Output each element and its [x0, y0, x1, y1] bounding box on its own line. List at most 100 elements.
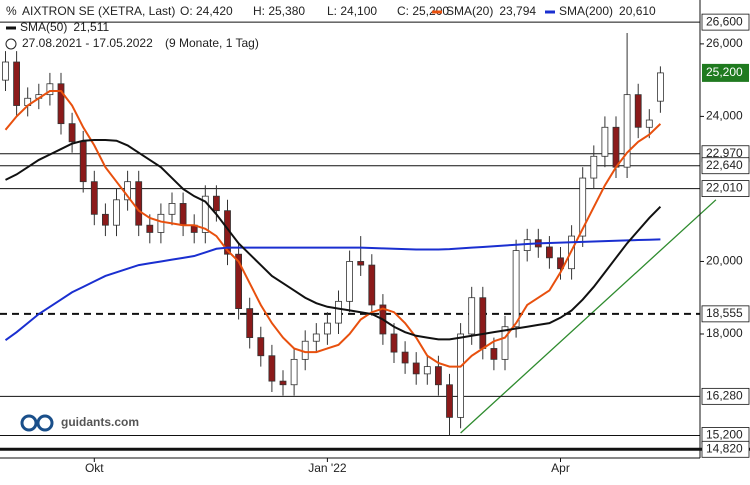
candle-body: [257, 337, 265, 357]
level-label-box: [701, 157, 750, 175]
candle-body: [335, 300, 342, 324]
ohlc-close: C: 25,200: [397, 4, 449, 18]
level-label: 15,200: [706, 428, 743, 442]
candle-body: [590, 155, 598, 179]
level-label-box: [701, 305, 750, 323]
source: guidants.com: [61, 415, 139, 429]
candle-body: [434, 366, 442, 386]
candle-body: [457, 333, 465, 418]
plot-area: [0, 21, 750, 451]
ohlc-low: L: 24,100: [327, 4, 377, 18]
candle-body: [601, 126, 609, 157]
level-label-box: [701, 440, 750, 458]
level-label: 16,280: [706, 389, 743, 403]
period-note: (9 Monate, 1 Tag): [165, 36, 259, 50]
candle-body: [546, 246, 553, 259]
candle-body: [557, 257, 564, 270]
level-label: 22,970: [706, 146, 743, 160]
price-label-box: [702, 63, 749, 82]
legend-value: 23,794: [499, 4, 536, 18]
candle-body: [390, 333, 398, 353]
logo-mark: [36, 414, 54, 432]
candle-body: [412, 362, 420, 375]
level-label-box: [701, 387, 750, 405]
candle-body: [279, 380, 287, 386]
candle-body: [157, 213, 165, 233]
candle-body: [634, 94, 642, 128]
y-tick-label: 20,000: [706, 254, 743, 268]
candle-body: [323, 322, 331, 335]
candle-body: [357, 261, 365, 266]
logo: guidants.com: [20, 414, 139, 432]
clock-icon: [5, 38, 17, 50]
candle-body: [79, 141, 87, 183]
candle-body: [57, 83, 65, 125]
level-label: 22,010: [706, 181, 743, 195]
candle-body: [468, 297, 476, 335]
candle-body: [113, 199, 120, 226]
y-tick-label: 18,000: [706, 326, 743, 340]
legend-value: 21,511: [73, 20, 109, 34]
candle-body: [312, 333, 320, 342]
y-tick-label: 26,000: [706, 36, 743, 50]
candle-body: [235, 253, 243, 309]
legend-label: SMA(200): [559, 4, 613, 18]
legend-label: SMA(20): [446, 4, 493, 18]
header: % AIXTRON SE (XETRA, Last) O: 24,420 H: …: [5, 4, 656, 50]
candle-body: [623, 94, 631, 168]
x-tick-label: Jan '22: [308, 461, 347, 475]
candle-body: [423, 366, 431, 375]
candle-body: [90, 181, 98, 215]
y-tick-label: 24,000: [706, 109, 743, 123]
ohlc-open: O: 24,420: [180, 4, 233, 18]
level-label-box: [701, 13, 750, 31]
candle-body: [246, 308, 254, 339]
candle-body: [501, 326, 509, 360]
candle-body: [290, 358, 298, 386]
candle-body: [301, 340, 309, 360]
level-label: 22,640: [706, 158, 743, 172]
candle-body: [512, 250, 520, 328]
candle-body: [146, 224, 154, 233]
sma-line: [5, 138, 662, 341]
candle-body: [612, 126, 620, 168]
ohlc-high: H: 25,380: [253, 4, 305, 18]
candle-body: [46, 83, 54, 96]
candle-body: [268, 355, 276, 382]
x-tick-label: Okt: [85, 461, 104, 475]
candle-body: [645, 119, 653, 128]
legend-label: SMA(50): [20, 20, 67, 34]
level-label: 14,820: [706, 441, 743, 455]
candle-body: [401, 351, 409, 364]
candle-body: [579, 177, 587, 237]
candle-body: [490, 348, 498, 360]
candle-body: [346, 261, 354, 302]
x-tick-label: Apr: [551, 461, 570, 475]
candle-body: [13, 61, 21, 106]
period: 27.08.2021 - 17.05.2022: [22, 36, 153, 50]
candle-body: [212, 195, 220, 212]
icon: %: [6, 4, 17, 18]
level-label: 26,600: [706, 14, 743, 28]
sma-line: [4, 90, 662, 368]
candle-body: [657, 72, 664, 102]
candle-body: [2, 61, 9, 81]
candle-body: [68, 123, 76, 143]
price-label: 25,200: [706, 65, 743, 79]
level-label: 18,555: [706, 306, 743, 320]
candle-body: [179, 203, 187, 226]
level-label-box: [701, 180, 750, 197]
candle-body: [102, 213, 109, 226]
candle-body: [446, 384, 453, 418]
candle-body: [168, 203, 176, 215]
logo-mark: [20, 414, 38, 432]
chart-title: AIXTRON SE (XETRA, Last): [22, 4, 175, 18]
candle-body: [135, 181, 143, 226]
trendline: [460, 199, 717, 434]
sma-line: [4, 238, 661, 341]
candle-body: [368, 264, 376, 306]
legend-value: 20,610: [619, 4, 656, 18]
candle-body: [479, 297, 487, 349]
candle-body: [201, 195, 209, 233]
